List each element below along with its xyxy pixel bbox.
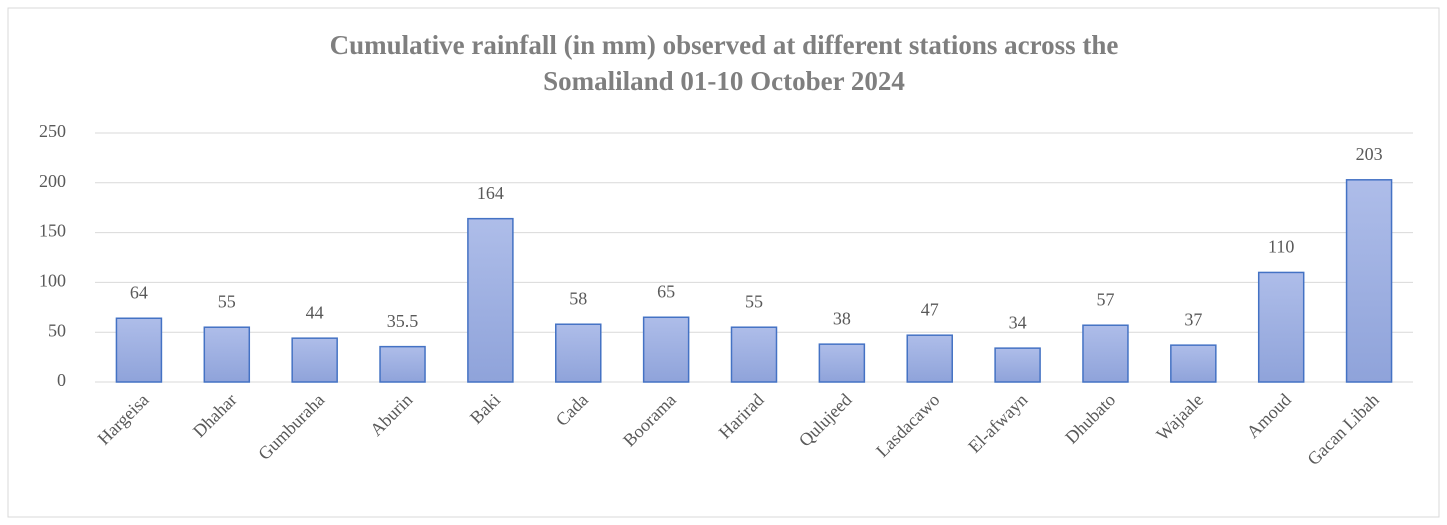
data-label: 38 [833, 308, 851, 328]
bar [1257, 271, 1305, 383]
data-label: 64 [130, 282, 148, 302]
bar [1170, 344, 1217, 383]
data-label: 47 [921, 299, 939, 319]
bar [906, 334, 953, 383]
y-tick-label: 50 [48, 320, 66, 340]
bar [467, 217, 514, 383]
data-label: 58 [569, 288, 587, 308]
bar [115, 317, 163, 383]
bar [291, 337, 338, 383]
y-tick-label: 100 [39, 271, 66, 291]
bar [642, 316, 690, 383]
data-label: 44 [306, 302, 324, 322]
chart-title: Cumulative rainfall (in mm) observed at … [330, 30, 1119, 60]
bar [203, 326, 251, 383]
data-label: 65 [657, 281, 675, 301]
chart-frame [7, 7, 1440, 518]
data-label: 164 [477, 183, 504, 203]
bar [818, 343, 866, 383]
data-label: 55 [745, 291, 763, 311]
bar [994, 347, 1041, 383]
y-tick-label: 0 [57, 370, 66, 390]
bar [555, 323, 602, 383]
y-tick-label: 150 [39, 221, 66, 241]
chart-title: Somaliland 01-10 October 2024 [543, 66, 905, 96]
y-tick-label: 250 [39, 121, 66, 141]
data-label: 55 [218, 291, 236, 311]
y-tick-label: 200 [39, 171, 66, 191]
data-label: 35.5 [387, 311, 419, 331]
data-label: 110 [1268, 237, 1294, 257]
bar [1082, 324, 1129, 383]
bar [730, 326, 778, 383]
data-label: 203 [1356, 144, 1383, 164]
data-label: 57 [1096, 289, 1114, 309]
bar [379, 345, 426, 383]
bar [1345, 179, 1393, 383]
data-label: 37 [1184, 309, 1202, 329]
data-label: 34 [1009, 312, 1027, 332]
